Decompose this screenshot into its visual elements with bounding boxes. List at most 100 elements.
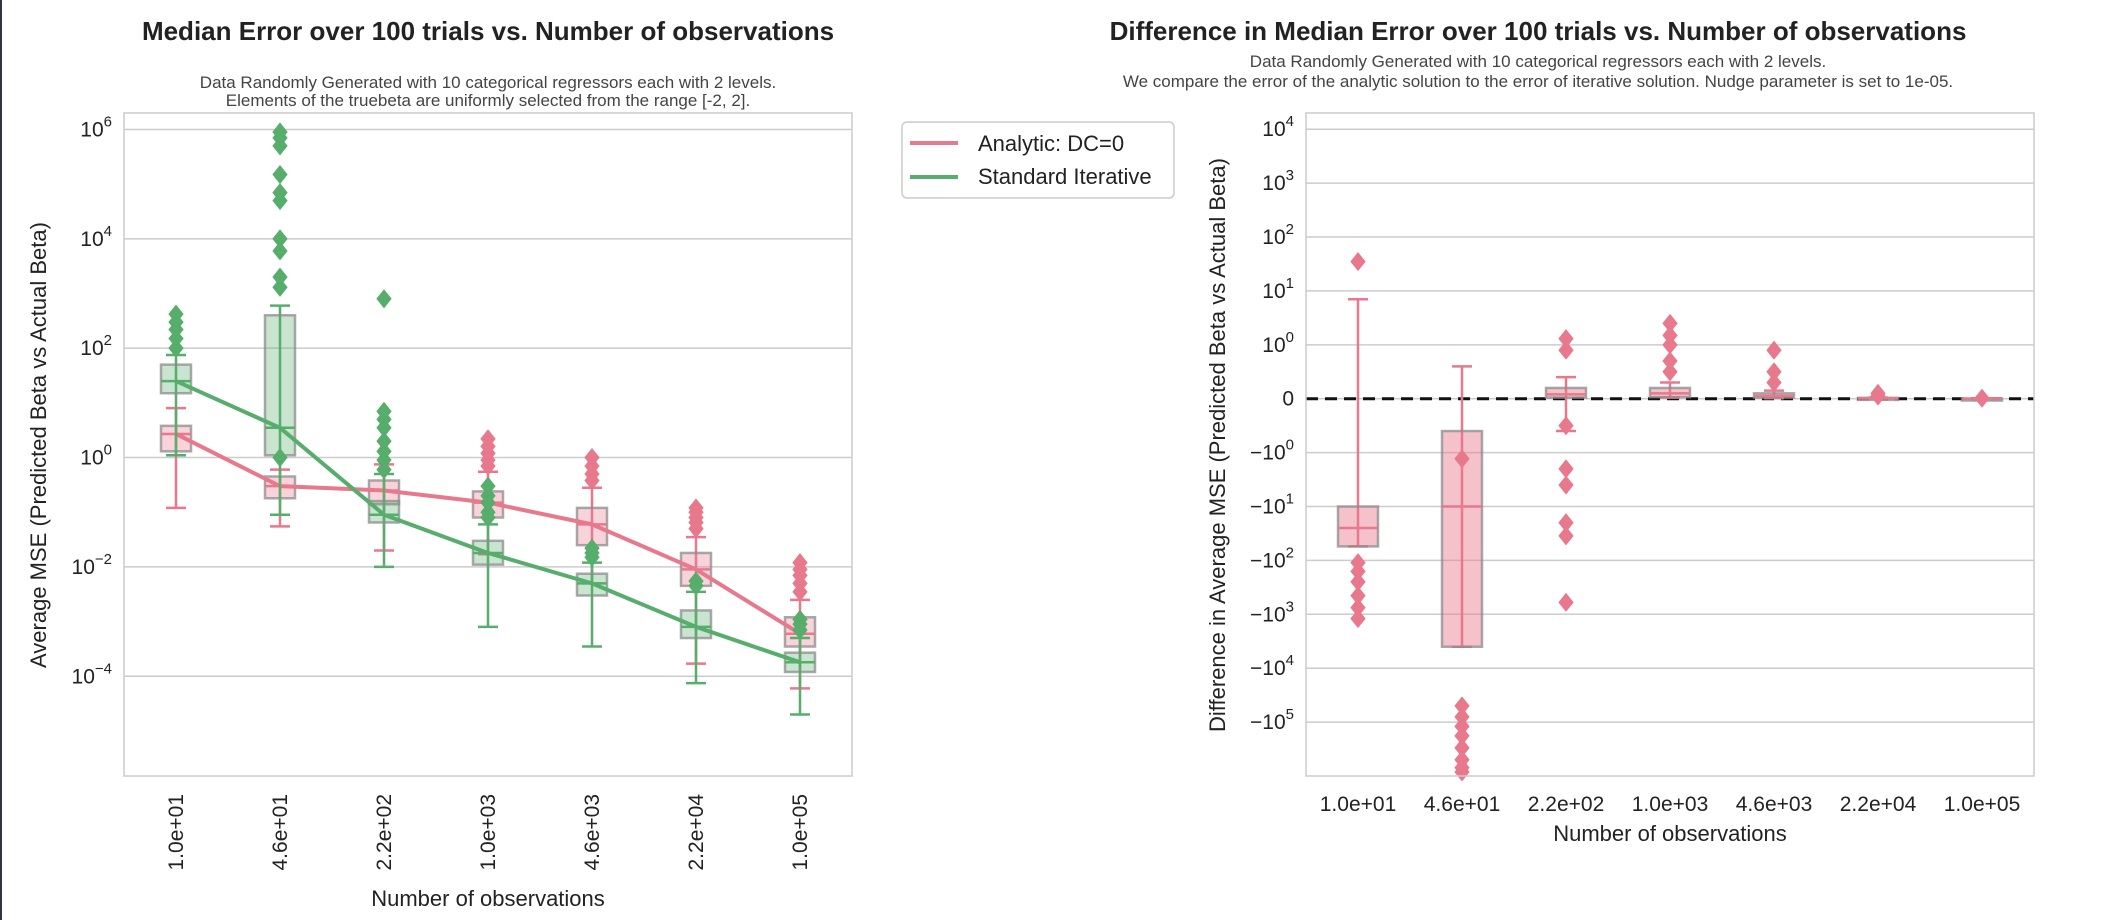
chart-left-subtitle-line-2: Elements of the truebeta are uniformly s…: [226, 91, 750, 110]
outlier-point: [376, 401, 392, 421]
outlier-point: [376, 431, 392, 451]
outlier-point: [1766, 340, 1782, 360]
y-tick-label: 102: [80, 332, 112, 360]
outlier-point: [1558, 592, 1574, 612]
outlier-point: [1766, 362, 1782, 382]
legend-label-iterative: Standard Iterative: [978, 164, 1152, 189]
series-difference: [1336, 252, 2004, 782]
outlier-point: [792, 553, 808, 573]
outlier-point: [1662, 362, 1678, 382]
outlier-point: [688, 498, 704, 518]
chart-left-plot-area: [159, 122, 817, 716]
window-edge: [0, 0, 2, 920]
y-tick-label: 103: [1262, 167, 1294, 195]
outlier-point: [480, 502, 496, 522]
x-tick-label: 2.2e+04: [1840, 793, 1917, 816]
x-tick-label: 1.0e+05: [1944, 793, 2021, 816]
outlier-point: [168, 338, 184, 358]
y-tick-label: −100: [1250, 437, 1294, 465]
y-tick-label: −105: [1250, 706, 1294, 734]
y-tick-label: 104: [80, 223, 112, 251]
outlier-point: [272, 229, 288, 249]
outlier-point: [376, 441, 392, 461]
y-tick-label: −104: [1250, 652, 1294, 680]
outlier-point: [1558, 459, 1574, 479]
outlier-point: [480, 486, 496, 506]
chart-right-title: Difference in Median Error over 100 tria…: [1110, 16, 1967, 46]
chart-right-gridlines: [1306, 128, 2034, 723]
outlier-point: [688, 571, 704, 591]
chart-left-subtitle-line-1: Data Randomly Generated with 10 categori…: [200, 73, 776, 92]
y-tick-label: −103: [1250, 598, 1294, 626]
chart-left-y-tick-labels: 10−4 10−2 100 102 104 106: [72, 113, 112, 688]
legend-box: [901, 121, 1175, 199]
legend-label-analytic: Analytic: DC=0: [978, 131, 1124, 156]
outlier-point: [376, 460, 392, 480]
y-tick-label: 102: [1262, 221, 1294, 249]
x-tick-label: 1.0e+03: [477, 794, 500, 871]
chart-left-gridlines: [124, 128, 852, 678]
y-tick-label: 100: [1262, 329, 1294, 357]
y-tick-label: −102: [1250, 544, 1294, 572]
x-tick-label: 4.6e+03: [581, 794, 604, 871]
y-tick-label: 106: [80, 113, 112, 141]
y-tick-label: 0: [1282, 388, 1294, 411]
outlier-point: [1350, 609, 1366, 629]
chart-right: Difference in Median Error over 100 tria…: [1110, 16, 2035, 846]
chart-left-frame: [123, 112, 853, 777]
chart-left-title: Median Error over 100 trials vs. Number …: [142, 16, 834, 46]
outlier-point: [272, 183, 288, 203]
chart-right-frame: [1305, 112, 2035, 777]
outlier-point: [272, 164, 288, 185]
outlier-point: [1662, 313, 1678, 333]
box: [159, 363, 193, 395]
chart-right-subtitle-line-1: Data Randomly Generated with 10 categori…: [1250, 52, 1826, 71]
outlier-point: [272, 122, 288, 142]
outlier-point: [272, 241, 288, 261]
legend: Analytic: DC=0 Standard Iterative: [901, 121, 1175, 199]
outlier-point: [1558, 475, 1574, 495]
x-tick-label: 4.6e+01: [1424, 793, 1501, 816]
outlier-point: [1870, 383, 1886, 403]
x-tick-label: 4.6e+01: [269, 794, 292, 871]
chart-left-x-tick-labels: 1.0e+01 4.6e+01 2.2e+02 1.0e+03 4.6e+03 2.2e+…: [165, 794, 812, 871]
x-tick-label: 2.2e+02: [373, 794, 396, 871]
chart-left-x-axis-label: Number of observations: [371, 886, 605, 911]
outlier-point: [272, 447, 288, 468]
outlier-point: [480, 476, 496, 496]
chart-left-y-axis-label: Average MSE (Predicted Beta vs Actual Be…: [26, 222, 51, 668]
outlier-point: [792, 609, 808, 629]
chart-right-subtitle-line-2: We compare the error of the analytic sol…: [1123, 72, 1953, 91]
median-line-standard-iterative: [175, 379, 801, 665]
y-tick-label: −101: [1250, 491, 1294, 519]
box: [1544, 386, 1588, 399]
chart-right-y-tick-labels: 104 103 102 101 100 0 −100 −101 −102 −103 −104 −105: [1250, 113, 1294, 734]
y-tick-label: 101: [1262, 275, 1294, 303]
outlier-point: [1662, 325, 1678, 345]
outlier-point: [480, 429, 496, 449]
x-tick-label: 1.0e+01: [1320, 793, 1397, 816]
chart-right-plot-area: [1306, 252, 2034, 782]
x-tick-label: 2.2e+02: [1528, 793, 1605, 816]
x-tick-label: 2.2e+04: [685, 794, 708, 871]
y-tick-label: 10−2: [72, 551, 112, 579]
y-tick-label: 100: [80, 442, 112, 470]
chart-left: Median Error over 100 trials vs. Number …: [26, 16, 853, 911]
outlier-point: [1454, 449, 1470, 469]
outlier-point: [1350, 252, 1366, 272]
outlier-point: [1558, 340, 1574, 360]
outlier-point: [1558, 416, 1574, 436]
chart-right-y-axis-label: Difference in Average MSE (Predicted Bet…: [1205, 158, 1230, 732]
outlier-point: [272, 277, 288, 297]
outlier-point: [168, 304, 184, 324]
x-tick-label: 1.0e+03: [1632, 793, 1709, 816]
y-tick-label: 104: [1262, 113, 1294, 141]
chart-right-x-tick-labels: 1.0e+01 4.6e+01 2.2e+02 1.0e+03 4.6e+03 2.2e+…: [1320, 793, 2021, 816]
outlier-point: [1558, 526, 1574, 546]
outlier-point: [584, 447, 600, 468]
outlier-point: [1974, 388, 1990, 408]
x-tick-label: 4.6e+03: [1736, 793, 1813, 816]
outlier-point: [584, 538, 600, 558]
outlier-point: [376, 289, 392, 309]
